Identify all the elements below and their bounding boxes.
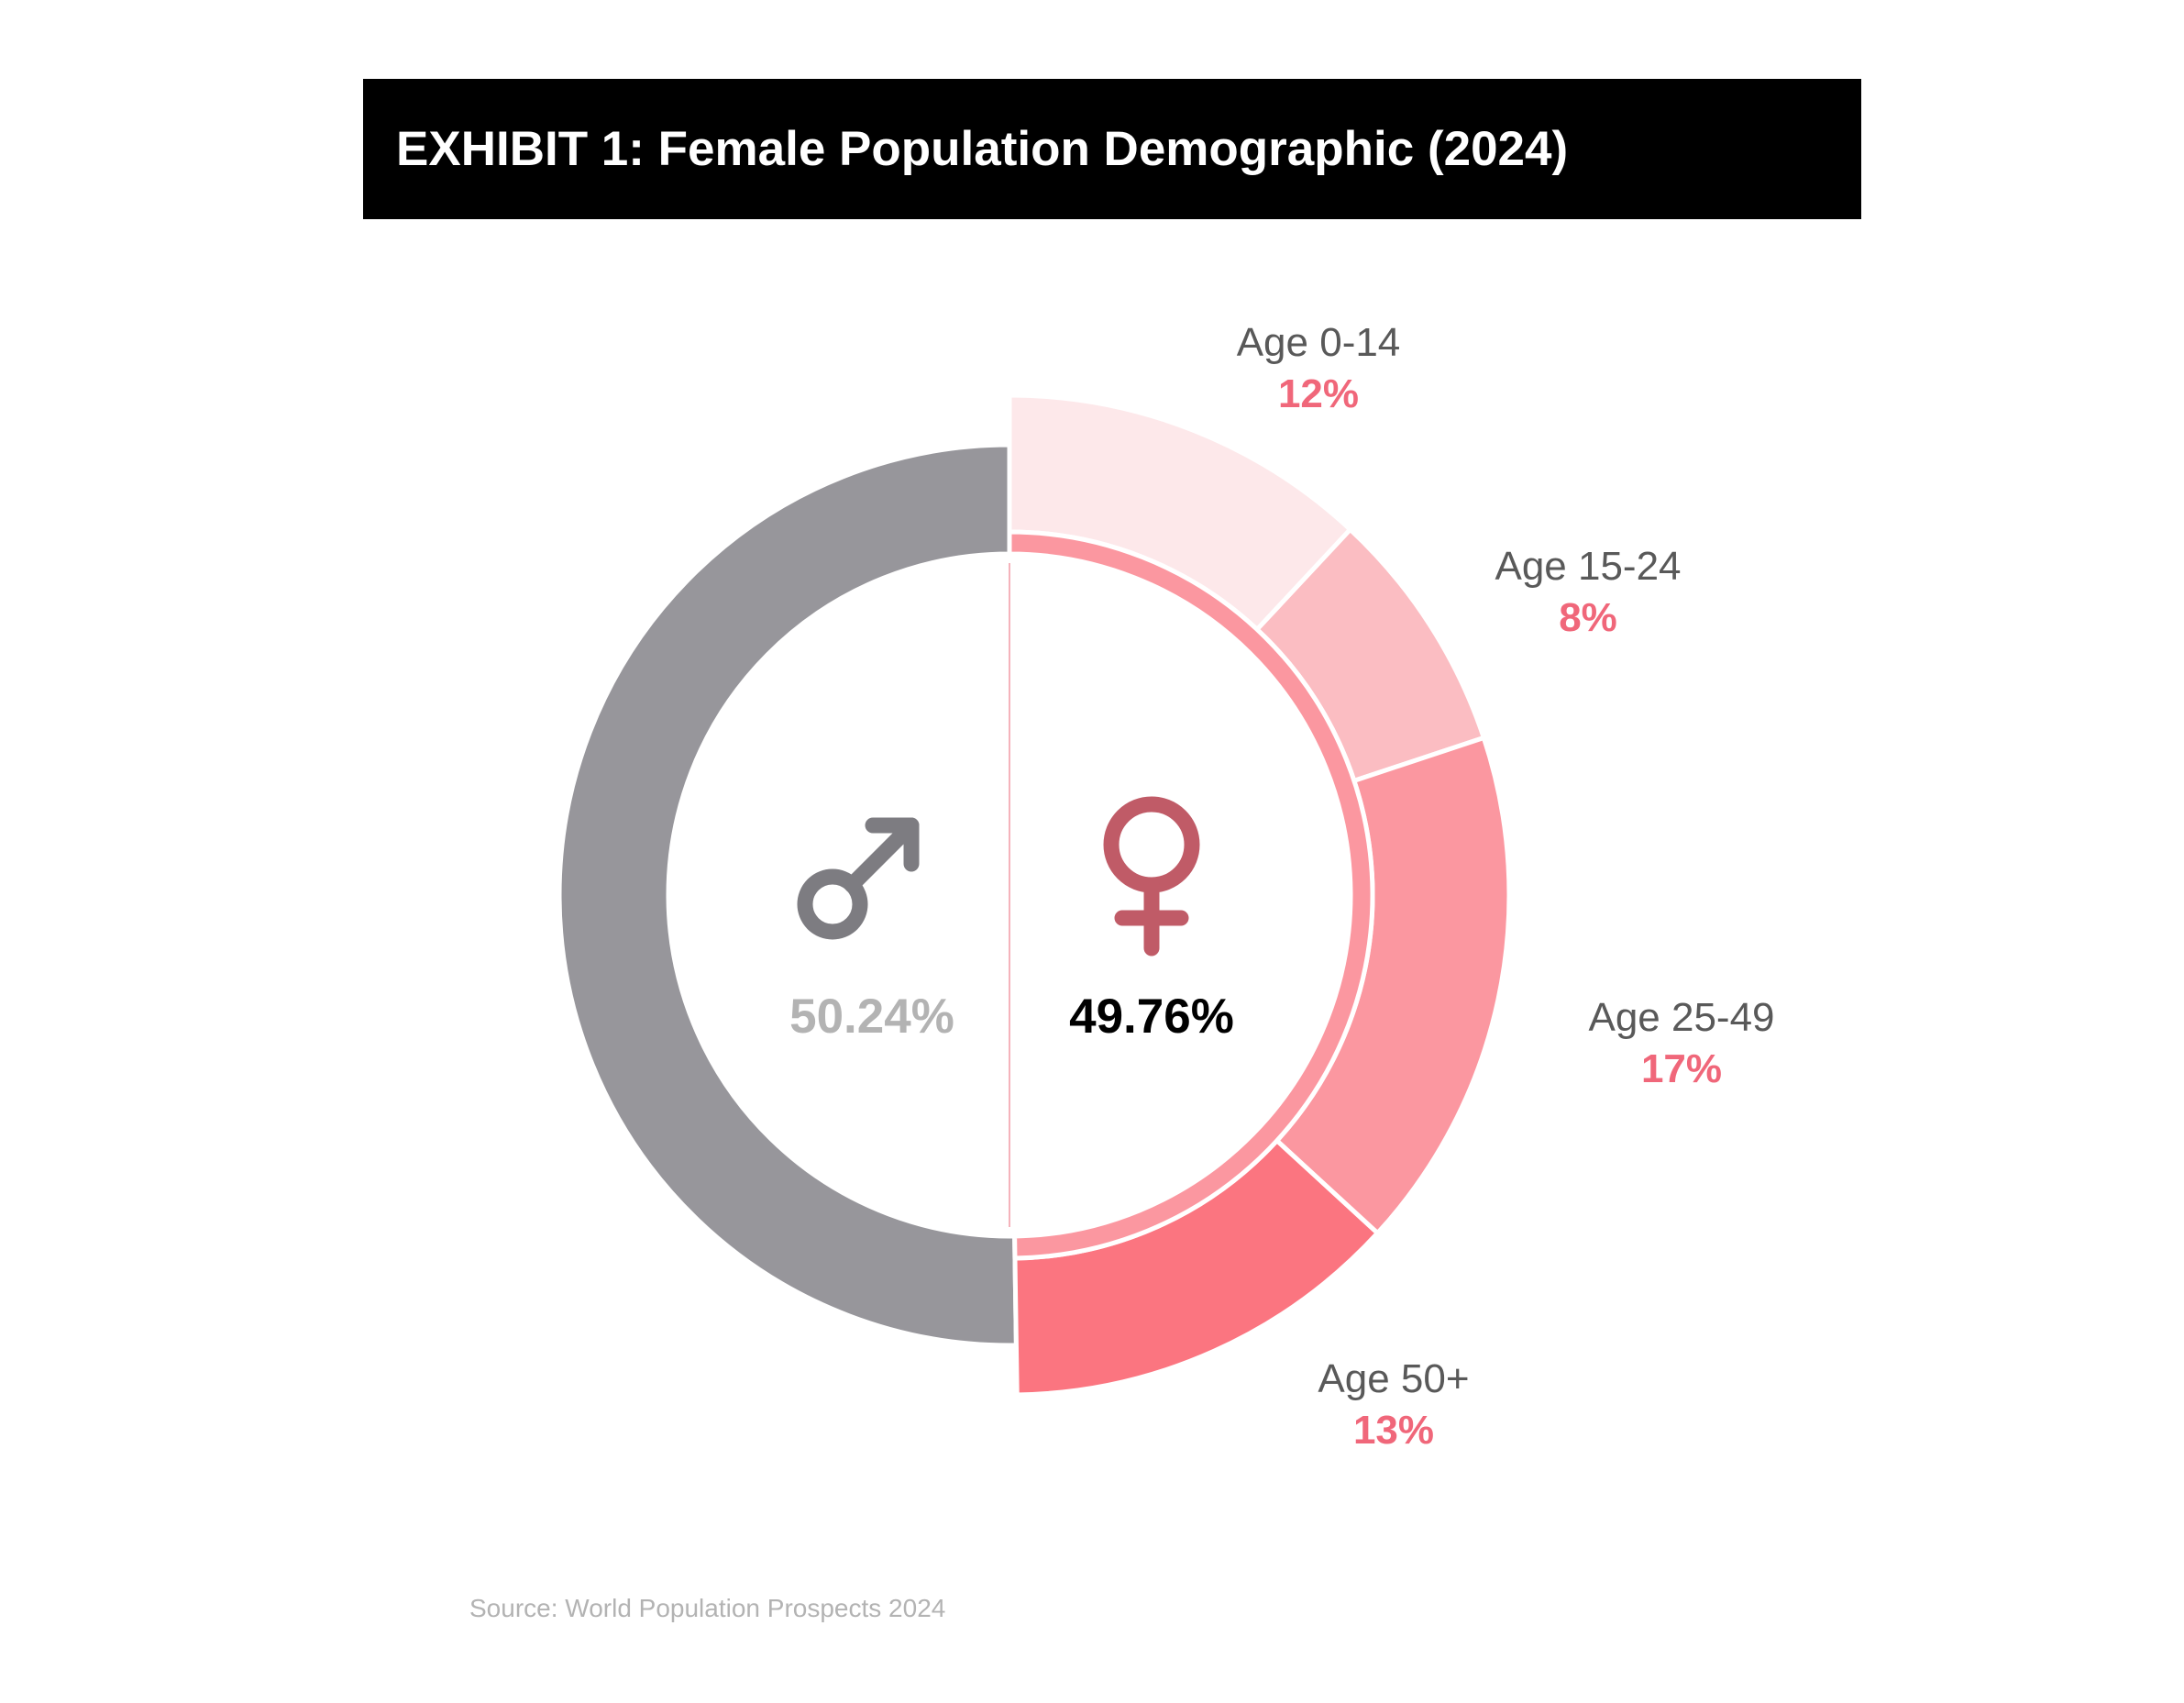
segment-value: 12%: [1278, 371, 1359, 416]
source-note: Source: World Population Prospects 2024: [469, 1594, 946, 1622]
segment-name: Age 25-49: [1588, 995, 1774, 1040]
female-symbol-icon: [1103, 796, 1200, 957]
male-ring-arc: [557, 442, 1019, 1348]
segment-label-age-15-24: Age 15-24 8%: [1495, 544, 1681, 640]
male-percentage: 50.24%: [789, 990, 954, 1044]
female-inner-ring-arc: [1007, 529, 1375, 1261]
segment-label-age-0-14: Age 0-14 12%: [1237, 320, 1401, 416]
title-bar: EXHIBIT 1: Female Population Demographic…: [363, 79, 1861, 219]
segment-value: 8%: [1559, 595, 1617, 640]
segment-label-age-25-49: Age 25-49 17%: [1588, 995, 1774, 1091]
segment-name: Age 15-24: [1495, 544, 1681, 589]
segment-value: 17%: [1641, 1046, 1722, 1091]
ring-layer: [557, 393, 1512, 1398]
segment-label-age-50-plus: Age 50+ 13%: [1318, 1356, 1469, 1453]
female-percentage: 49.76%: [1069, 990, 1234, 1044]
chart-title: EXHIBIT 1: Female Population Demographic…: [396, 122, 1569, 176]
segment-value: 13%: [1353, 1408, 1434, 1453]
segment-name: Age 0-14: [1237, 320, 1401, 365]
male-symbol-icon: [797, 817, 920, 940]
outer-segment-age-25-49: [1274, 735, 1512, 1237]
segment-name: Age 50+: [1318, 1356, 1469, 1401]
